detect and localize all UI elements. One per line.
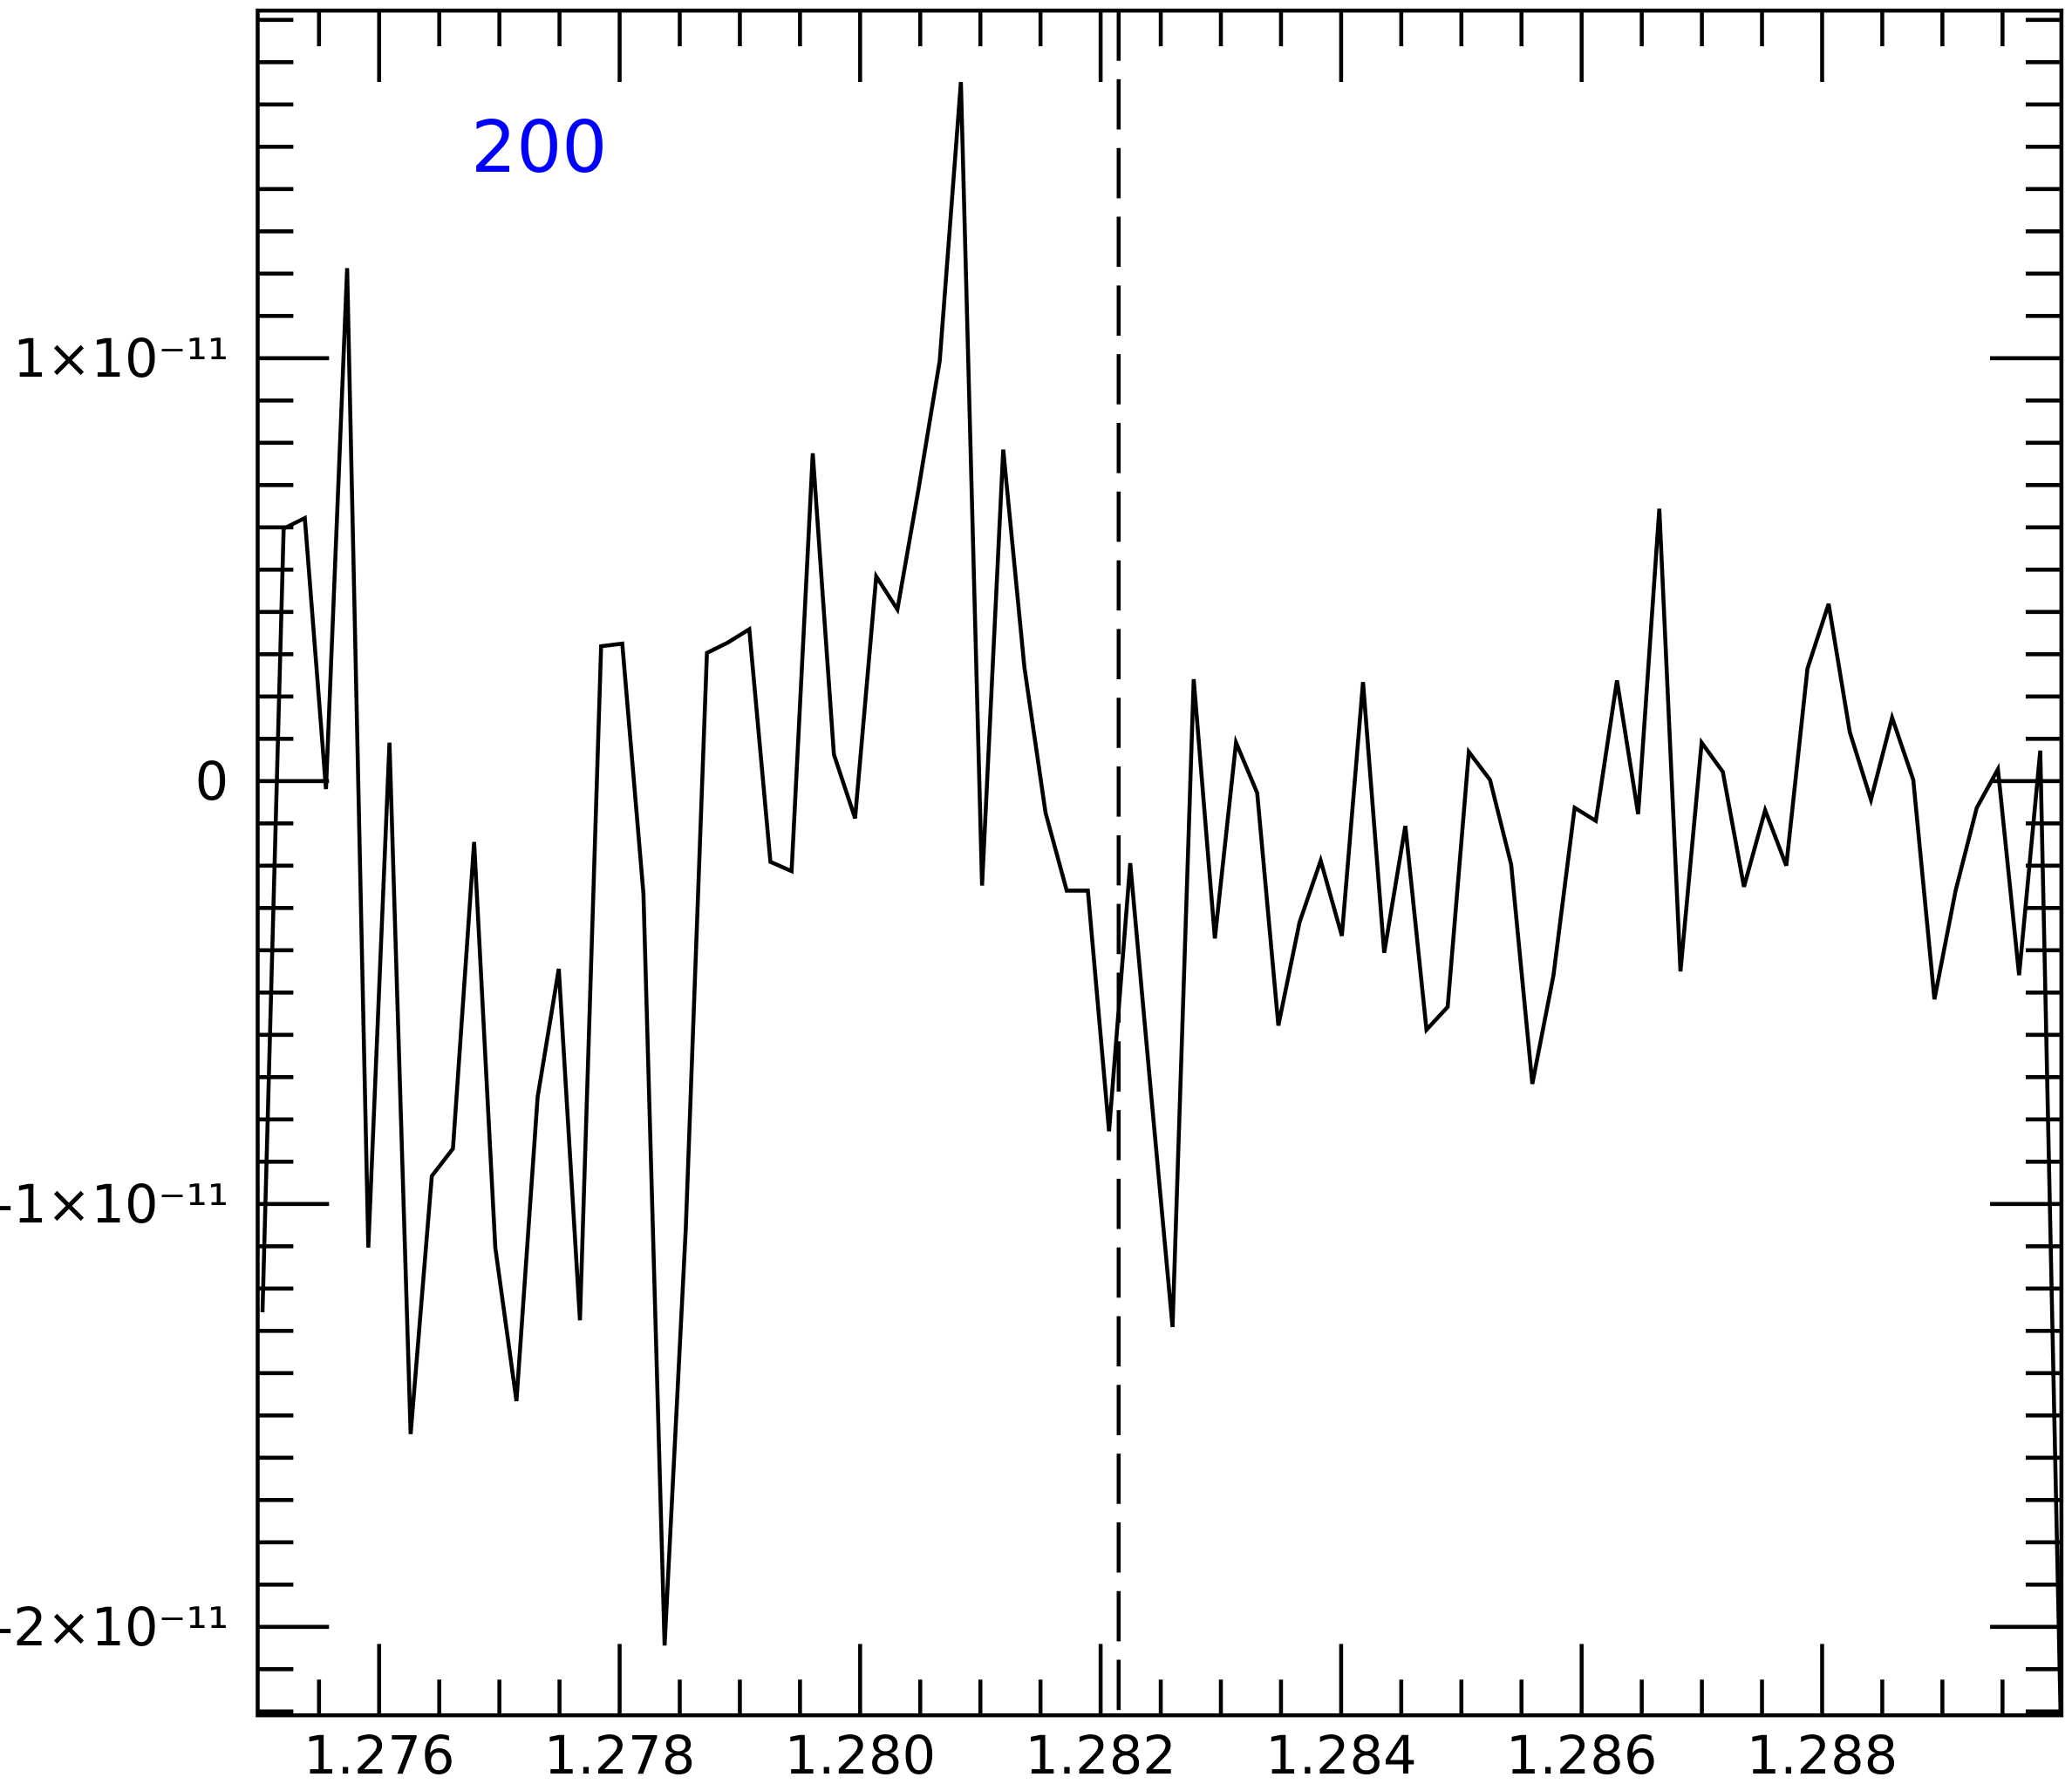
y-tick-label: 1×10⁻¹¹ (13, 329, 228, 390)
x-tick-label: 1.280 (785, 1726, 937, 1784)
x-tick-label: 1.284 (1265, 1726, 1417, 1784)
y-tick-label: -2×10⁻¹¹ (0, 1597, 228, 1658)
x-tick-label: 1.288 (1747, 1726, 1898, 1784)
data-line (260, 81, 2062, 1716)
x-tick-label: 1.282 (1025, 1726, 1176, 1784)
y-tick-label: 0 (195, 752, 229, 813)
x-tick-label: 1.286 (1506, 1726, 1658, 1784)
plot-frame (256, 8, 2064, 1718)
y-tick-label: -1×10⁻¹¹ (0, 1175, 228, 1236)
annotation: 200 (471, 106, 607, 189)
x-tick-label: 1.278 (544, 1726, 696, 1784)
x-tick-label: 1.276 (303, 1726, 455, 1784)
